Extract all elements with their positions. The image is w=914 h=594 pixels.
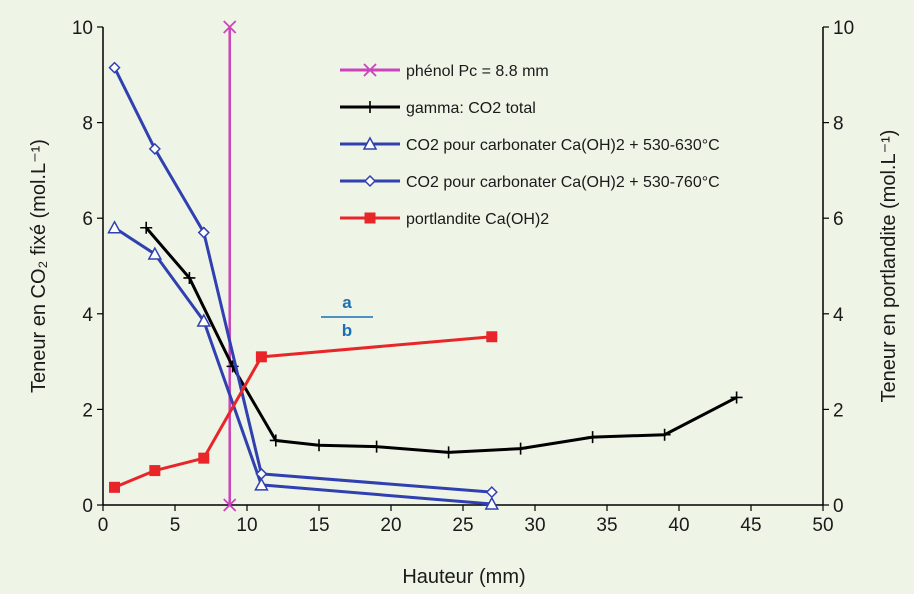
data-point	[313, 439, 325, 452]
legend-swatch-marker	[363, 174, 377, 188]
legend-label: phénol Pc = 8.8 mm	[406, 63, 549, 80]
legend-swatch-marker	[364, 101, 376, 113]
series-5	[109, 331, 498, 493]
x-tick-label: 45	[740, 515, 761, 536]
data-point	[108, 61, 121, 74]
plot-area	[107, 20, 743, 512]
x-tick-label: 35	[596, 515, 617, 536]
legend-label: gamma: CO2 total	[406, 100, 536, 117]
legend-label: CO2 pour carbonater Ca(OH)2 + 530-760°C	[406, 174, 720, 191]
series-line	[113, 66, 492, 494]
y-left-tick-label: 10	[72, 18, 93, 39]
x-tick-label: 0	[98, 515, 109, 536]
data-point	[486, 331, 498, 343]
data-point	[485, 486, 498, 499]
series-4	[108, 61, 498, 499]
y-axis-left-title: Teneur en CO₂ fixé (mol.L⁻¹)	[28, 139, 50, 393]
legend-entry: portlandite Ca(OH)2	[340, 211, 549, 228]
y-right-tick-label: 4	[833, 305, 844, 326]
x-tick-label: 30	[524, 515, 545, 536]
data-point	[269, 434, 282, 447]
data-point	[370, 440, 383, 453]
legend-entry: CO2 pour carbonater Ca(OH)2 + 530-760°C	[340, 174, 720, 191]
legend-label: portlandite Ca(OH)2	[406, 211, 549, 228]
data-point	[586, 431, 599, 444]
x-tick-label: 5	[170, 515, 181, 536]
y-left-tick-label: 6	[82, 209, 93, 230]
series-line	[113, 226, 492, 506]
data-point	[254, 477, 269, 491]
data-point	[109, 481, 121, 493]
legend-entry: CO2 pour carbonater Ca(OH)2 + 530-630°C	[340, 136, 720, 154]
x-tick-label: 25	[452, 515, 473, 536]
y-right-tick-label: 2	[833, 400, 844, 421]
legend-entry: gamma: CO2 total	[340, 100, 536, 117]
data-point	[223, 20, 237, 34]
legend-label: CO2 pour carbonater Ca(OH)2 + 530-630°C	[406, 137, 720, 154]
series-line	[113, 335, 492, 489]
axes: 0 5 10 15 20 25 30 35 40 45 500 02 24 46 68 810 10	[72, 18, 854, 536]
y-axis-right-title: Teneur en portlandite (mol.L⁻¹)	[878, 130, 900, 403]
legend-entry: phénol Pc = 8.8 mm	[340, 63, 549, 80]
data-point	[223, 498, 237, 512]
x-tick-label: 50	[812, 515, 833, 536]
fraction-annotation: a b	[321, 293, 373, 340]
x-axis-title: Hauteur (mm)	[402, 566, 525, 588]
y-left-tick-label: 2	[82, 400, 93, 421]
x-tick-label: 20	[380, 515, 401, 536]
x-tick-label: 10	[236, 515, 257, 536]
y-right-tick-label: 0	[833, 496, 844, 517]
y-left-tick-label: 0	[82, 496, 93, 517]
data-point	[196, 313, 212, 327]
x-tick-label: 40	[668, 515, 689, 536]
data-point	[147, 246, 163, 260]
data-point	[514, 442, 527, 455]
annotation-numerator: a	[342, 293, 352, 312]
data-point	[255, 351, 267, 363]
legend-swatch-marker	[362, 136, 378, 150]
series-1	[223, 20, 237, 512]
data-point	[140, 221, 153, 234]
series-2	[140, 221, 743, 459]
data-point	[107, 220, 122, 234]
data-point	[149, 465, 161, 477]
data-point	[442, 446, 455, 459]
y-left-tick-label: 8	[82, 114, 93, 135]
data-point	[183, 271, 196, 284]
legend: phénol Pc = 8.8 mm gamma: CO2 total CO2 po…	[340, 63, 720, 228]
y-right-tick-label: 10	[833, 18, 854, 39]
legend-swatch-marker	[364, 212, 376, 224]
legend-swatch-marker	[363, 63, 377, 77]
y-right-tick-label: 6	[833, 209, 844, 230]
data-point	[148, 142, 161, 155]
data-point	[255, 467, 268, 480]
data-point	[198, 452, 210, 464]
y-right-tick-label: 8	[833, 114, 844, 135]
data-point	[658, 428, 671, 441]
data-point	[484, 496, 500, 510]
y-left-tick-label: 4	[82, 305, 93, 326]
annotation-denominator: b	[342, 321, 352, 340]
data-point	[197, 226, 210, 239]
data-point	[730, 391, 743, 404]
series-3	[107, 220, 500, 510]
x-tick-label: 15	[308, 515, 329, 536]
